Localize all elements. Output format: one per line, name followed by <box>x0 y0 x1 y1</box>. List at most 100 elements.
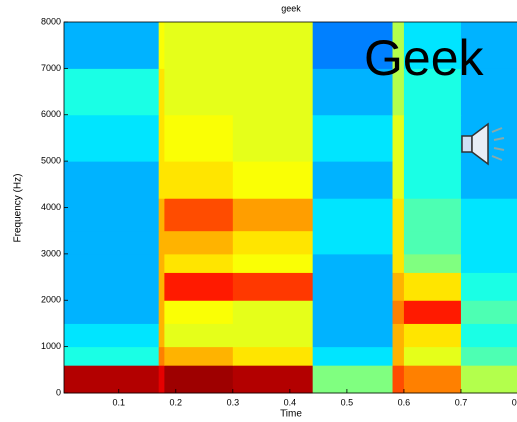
cell <box>392 198 405 232</box>
cell <box>158 365 165 394</box>
cell <box>460 68 517 116</box>
x-tick-label: 0.2 <box>170 397 183 407</box>
x-tick-label: 0.7 <box>455 397 468 407</box>
cell <box>460 253 517 273</box>
cell <box>460 272 517 301</box>
cell <box>392 114 405 162</box>
cell <box>232 323 314 348</box>
cell <box>403 346 462 366</box>
cell <box>232 198 314 232</box>
cell <box>232 230 314 255</box>
cell <box>312 230 394 255</box>
x-tick-label: 0.1 <box>112 397 125 407</box>
cell <box>403 300 462 324</box>
cell <box>312 365 394 394</box>
cell <box>403 272 462 301</box>
cell <box>164 114 234 162</box>
cell <box>312 198 394 232</box>
cell <box>460 198 517 232</box>
cell <box>158 68 165 116</box>
y-tick-label: 7000 <box>41 63 61 73</box>
cell <box>392 253 405 273</box>
heatmap <box>64 22 517 394</box>
cell <box>392 346 405 366</box>
y-tick-label: 4000 <box>41 202 61 212</box>
cell <box>460 365 517 394</box>
cell <box>312 161 394 199</box>
cell <box>158 300 165 324</box>
x-tick-label: 0.4 <box>284 397 297 407</box>
cell <box>164 68 234 116</box>
cell <box>64 230 160 255</box>
cell <box>312 323 394 348</box>
cell <box>403 161 462 199</box>
cell <box>64 272 160 301</box>
chart-title: geek <box>281 3 301 13</box>
cell <box>392 230 405 255</box>
cell <box>164 161 234 199</box>
cell <box>158 198 165 232</box>
cell <box>64 253 160 273</box>
cell <box>232 161 314 199</box>
cell <box>64 114 160 162</box>
x-tick-label: 0.3 <box>227 397 240 407</box>
cell <box>64 68 160 116</box>
cell <box>232 22 314 69</box>
cell <box>232 300 314 324</box>
y-tick-label: 5000 <box>41 156 61 166</box>
cell <box>392 161 405 199</box>
cell <box>232 253 314 273</box>
cell <box>232 346 314 366</box>
cell <box>403 114 462 162</box>
cell <box>312 272 394 301</box>
cell <box>403 253 462 273</box>
cell <box>164 253 234 273</box>
cell <box>460 161 517 199</box>
cell <box>64 346 160 366</box>
cell <box>158 22 165 69</box>
cell <box>64 300 160 324</box>
cell <box>232 272 314 301</box>
cell <box>164 300 234 324</box>
cell <box>164 22 234 69</box>
cell <box>460 346 517 366</box>
cell <box>403 323 462 348</box>
cell <box>158 272 165 301</box>
cell <box>403 198 462 232</box>
cell <box>312 346 394 366</box>
cell <box>164 365 234 394</box>
cell <box>312 114 394 162</box>
cell <box>403 22 462 69</box>
y-tick-label: 1000 <box>41 341 61 351</box>
cell <box>460 22 517 69</box>
cell <box>158 114 165 162</box>
cell <box>460 230 517 255</box>
cell <box>232 68 314 116</box>
cell <box>164 323 234 348</box>
y-tick-label: 8000 <box>41 16 61 26</box>
x-tick-label: 0.8 <box>512 397 517 407</box>
x-tick-label: 0.6 <box>398 397 411 407</box>
x-axis-label: Time <box>280 409 302 420</box>
y-tick-label: 6000 <box>41 109 61 119</box>
cell <box>64 22 160 69</box>
cell <box>392 68 405 116</box>
cell <box>158 161 165 199</box>
cell <box>403 230 462 255</box>
axes: 0 1000 2000 3000 4000 5000 6000 7000 8000 0.1 0.2 0… <box>41 16 517 407</box>
cell <box>64 161 160 199</box>
cell <box>460 323 517 348</box>
cell <box>64 365 160 394</box>
y-tick-label: 2000 <box>41 295 61 305</box>
cell <box>64 198 160 232</box>
cell <box>232 114 314 162</box>
cell <box>232 365 314 394</box>
annotation: Geek <box>364 30 485 86</box>
y-tick-label: 3000 <box>41 248 61 258</box>
y-tick-label: 0 <box>56 387 61 397</box>
cell <box>158 253 165 273</box>
cell <box>158 230 165 255</box>
cell <box>312 300 394 324</box>
cell <box>164 346 234 366</box>
speaker-icon <box>461 122 505 166</box>
